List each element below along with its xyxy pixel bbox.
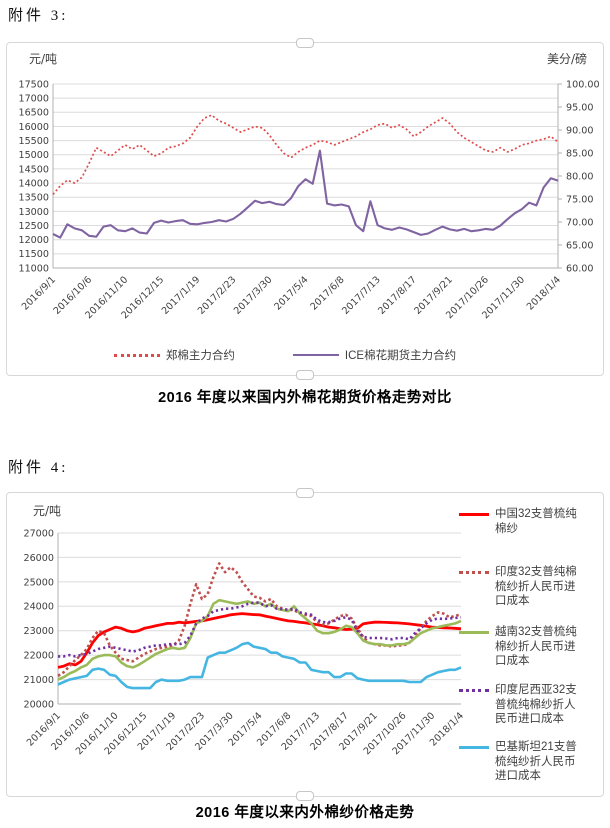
left-axis-tick-label: 23000: [23, 626, 54, 637]
right-axis-tick-label: 90.00: [566, 125, 593, 136]
left-axis-tick-label: 17000: [18, 94, 49, 105]
attachment3-label: 附件 3:: [8, 8, 69, 24]
left-axis-tick-label: 20000: [23, 699, 54, 710]
right-axis-tick-label: 95.00: [566, 102, 593, 113]
legend-label: 印度尼西亚32支普梳纯棉纱折人民币进口成本: [495, 684, 577, 725]
legend-item: 越南32支普梳纯棉纱折人民币进口成本: [459, 625, 585, 669]
left-axis-tick-label: 21000: [23, 675, 54, 686]
left-axis-tick-label: 26000: [23, 553, 54, 564]
left-axis-tick-label: 14000: [18, 178, 49, 189]
chart1-resize-handle-bottom[interactable]: [296, 370, 314, 380]
right-axis-tick-label: 65.00: [566, 240, 593, 251]
chart1-frame: 11000 11500 12000 12500 13000 13500 14000 14500…: [6, 38, 604, 380]
attachment4-label: 附件 4:: [8, 460, 69, 476]
legend-swatch: [459, 513, 489, 516]
chart1-caption: 2016 年度以来国内外棉花期货价格走势对比: [158, 390, 452, 406]
chart2-legend: 中国32支普梳纯棉纱印度32支普纯棉梳纱折人民币进口成本 越南32支普梳纯棉纱折人…: [459, 493, 601, 796]
legend-item: 中国32支普梳纯棉纱: [459, 507, 585, 536]
series-line: [58, 601, 462, 658]
series-line: [57, 598, 462, 681]
left-axis-tick-label: 27000: [23, 528, 54, 539]
left-axis-tick-label: 16000: [18, 122, 49, 133]
left-axis-tick-label: 13000: [18, 207, 49, 218]
chart1-legend: 郑棉主力合约 ICE棉花期货主力合约: [0, 347, 603, 363]
left-axis-tick-label: 15000: [18, 150, 49, 161]
legend-item: ICE棉花期货主力合约: [292, 347, 457, 363]
x-axis-tick-label: 2017/3/30: [232, 274, 275, 317]
right-axis-tick-label: 100.00: [566, 79, 600, 90]
legend-item: 巴基斯坦21支普梳纯纱折人民币进口成本: [459, 740, 585, 784]
chart2-resize-handle-bottom[interactable]: [296, 791, 314, 801]
right-axis-unit-label: 美分/磅: [547, 51, 587, 66]
left-axis-tick-label: 14500: [18, 164, 49, 175]
left-axis-tick-label: 25000: [23, 577, 54, 588]
series-line: [57, 641, 462, 690]
left-axis-tick-label: 22000: [23, 651, 54, 662]
left-axis-tick-label: 12000: [18, 235, 49, 246]
series-line: [52, 149, 559, 239]
legend-label: 越南32支普梳纯棉纱折人民币进口成本: [495, 626, 577, 667]
legend-item: 印度尼西亚32支普梳纯棉纱折人民币进口成本: [459, 683, 585, 727]
chart2-resize-handle-top[interactable]: [296, 488, 314, 498]
chart2-frame: 20000 21000 22000 23000 24000 25000 26000 27000…: [6, 488, 604, 801]
series-line: [57, 612, 462, 669]
chart2-caption: 2016 年度以来内外棉纱价格走势: [195, 805, 415, 821]
right-axis-tick-label: 70.00: [566, 217, 593, 228]
legend-label: 印度32支普纯棉梳纱折人民币进口成本: [495, 566, 577, 607]
chart1-resize-handle-top[interactable]: [296, 38, 314, 48]
x-axis-tick-label: 2016/9/1: [20, 274, 58, 312]
legend-swatch: [459, 571, 489, 574]
legend-swatch: [113, 353, 160, 357]
legend-swatch: [459, 689, 489, 692]
left-axis-unit-label: 元/吨: [33, 504, 61, 518]
right-axis-tick-label: 85.00: [566, 148, 593, 159]
series-line: [52, 114, 559, 195]
x-axis-tick-label: 2017/5/4: [272, 274, 310, 312]
left-axis-unit-label: 元/吨: [29, 52, 57, 66]
left-axis-tick-label: 11000: [18, 263, 49, 274]
legend-label: 中国32支普梳纯棉纱: [495, 508, 577, 535]
right-axis-tick-label: 80.00: [566, 171, 593, 182]
left-axis-tick-label: 15500: [18, 136, 49, 147]
left-axis-tick-label: 17500: [18, 79, 49, 90]
x-axis-tick-label: 2018/1/4: [525, 274, 563, 312]
left-axis-tick-label: 13500: [18, 193, 49, 204]
legend-item: 印度32支普纯棉梳纱折人民币进口成本: [459, 565, 585, 609]
left-axis-tick-label: 24000: [23, 602, 54, 613]
legend-swatch: [459, 631, 489, 634]
left-axis-tick-label: 12500: [18, 221, 49, 232]
right-axis-tick-label: 60.00: [566, 263, 593, 274]
legend-label: 巴基斯坦21支普梳纯纱折人民币进口成本: [495, 741, 577, 782]
left-axis-tick-label: 11500: [18, 249, 49, 260]
chart2-canvas: 20000 21000 22000 23000 24000 25000 26000 27000…: [23, 504, 466, 757]
x-axis-tick-label: 2017/6/8: [308, 274, 346, 312]
chart1-canvas: 11000 11500 12000 12500 13000 13500 14000 14500…: [18, 51, 600, 321]
right-axis-tick-label: 75.00: [566, 194, 593, 205]
legend-item: 郑棉主力合约: [113, 347, 235, 363]
legend-swatch: [292, 354, 339, 356]
legend-swatch: [459, 746, 489, 749]
legend-label: ICE棉花期货主力合约: [344, 350, 457, 362]
legend-label: 郑棉主力合约: [165, 350, 235, 362]
left-axis-tick-label: 16500: [18, 108, 49, 119]
